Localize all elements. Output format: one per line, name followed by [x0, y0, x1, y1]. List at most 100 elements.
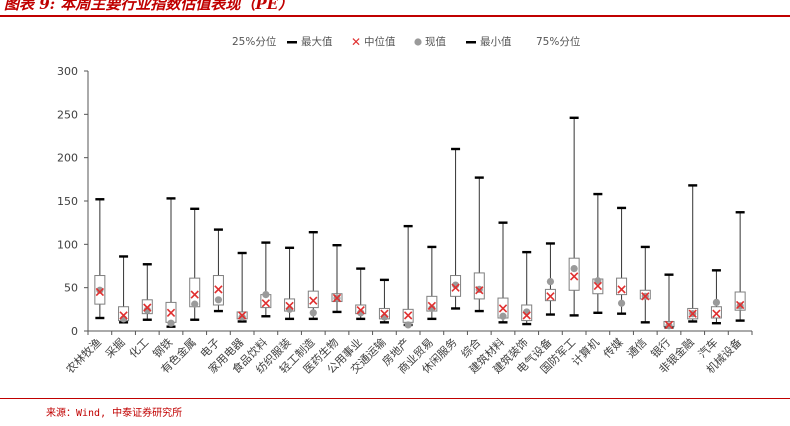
iqr-box	[568, 257, 580, 291]
median-cross-stroke	[403, 311, 413, 320]
y-tick-label: 250	[57, 108, 78, 121]
category-box-group	[331, 244, 343, 314]
median-marker	[95, 287, 105, 297]
median-marker	[261, 299, 271, 308]
category-box-group	[426, 245, 438, 321]
figure-title: 图表 9: 本周主要行业指数估值表现（PE）	[4, 0, 294, 13]
median-marker	[143, 303, 152, 312]
current-value-marker	[309, 309, 317, 317]
max-marker	[285, 246, 295, 249]
max-marker	[711, 269, 721, 272]
current-value-marker	[712, 298, 721, 306]
median-cross-stroke	[569, 272, 579, 281]
median-cross-stroke	[688, 309, 697, 318]
median-marker	[569, 272, 579, 281]
median-marker	[664, 320, 674, 330]
median-cross-stroke	[664, 320, 674, 330]
legend-current-marker	[414, 38, 422, 46]
current-value-marker	[546, 278, 555, 286]
min-marker	[569, 314, 579, 317]
legend-min-label: 最小值	[480, 35, 512, 48]
category-box-group	[189, 207, 201, 321]
min-marker	[593, 311, 603, 314]
max-marker	[119, 255, 129, 258]
legend-max-marker	[287, 41, 297, 44]
median-marker	[119, 311, 128, 320]
category-box-group	[568, 116, 580, 317]
current-value-marker	[404, 321, 412, 329]
median-cross-stroke	[356, 306, 365, 315]
median-cross-stroke	[593, 281, 603, 291]
legend-q75-label: 75%分位	[536, 35, 581, 48]
category-box-group	[236, 251, 248, 323]
max-marker	[640, 245, 650, 249]
category-box-group	[639, 245, 651, 324]
median-cross-stroke	[95, 287, 105, 297]
current-value-marker	[238, 313, 246, 321]
category-box-group	[141, 263, 153, 321]
source-rule	[0, 398, 790, 399]
median-marker	[735, 300, 745, 310]
current-value-marker	[191, 300, 199, 308]
current-value-marker	[214, 296, 223, 304]
max-marker	[213, 228, 223, 231]
axes: 050100150200250300农林牧渔采掘化工钢铁有色金属电子家用电器食品…	[57, 65, 753, 376]
max-marker	[498, 221, 508, 224]
category-box-group	[616, 206, 628, 315]
y-tick-label: 200	[57, 152, 78, 165]
median-marker	[356, 306, 365, 315]
min-marker	[332, 310, 342, 314]
min-marker	[427, 317, 437, 321]
median-cross-stroke	[546, 292, 555, 301]
source-note: 来源：Wind, 中泰证券研究所	[46, 408, 183, 419]
y-tick-label: 300	[57, 65, 78, 78]
median-marker	[380, 309, 389, 318]
median-cross-stroke	[735, 300, 745, 310]
median-cross-stroke	[380, 309, 389, 318]
median-marker	[688, 309, 697, 318]
max-marker	[142, 263, 152, 266]
median-marker	[285, 301, 294, 311]
title-rule	[0, 15, 790, 17]
median-marker	[166, 308, 176, 317]
max-marker	[379, 278, 389, 282]
min-marker	[522, 322, 532, 326]
plot-area	[94, 116, 746, 330]
category-box-group	[592, 192, 604, 314]
category-box-group	[118, 255, 130, 324]
min-marker	[545, 313, 555, 316]
median-cross-stroke	[475, 286, 484, 295]
median-marker	[593, 281, 603, 291]
min-marker	[356, 317, 366, 321]
max-marker	[569, 116, 579, 119]
max-marker	[166, 197, 176, 200]
min-marker	[640, 321, 650, 324]
category-box-group	[355, 267, 367, 321]
max-marker	[735, 211, 745, 214]
category-box-group	[521, 250, 533, 326]
category-label: 通信	[625, 336, 650, 361]
max-marker	[261, 241, 271, 244]
legend-current-label: 现值	[425, 35, 446, 48]
current-value-marker	[594, 277, 602, 285]
category-box-group	[260, 241, 272, 318]
max-marker	[545, 242, 555, 245]
category-label: 农林牧渔	[63, 335, 104, 376]
min-marker	[213, 309, 223, 313]
current-value-marker	[617, 299, 626, 307]
legend-max-label: 最大值	[301, 35, 333, 48]
current-value-marker	[96, 286, 104, 294]
median-cross-stroke	[237, 311, 247, 320]
max-marker	[95, 198, 105, 201]
min-marker	[261, 315, 271, 318]
category-box-group	[165, 197, 177, 328]
median-cross-stroke	[214, 285, 223, 294]
category-label: 传媒	[601, 336, 626, 361]
median-cross-stroke	[617, 285, 626, 294]
category-box-group	[687, 184, 699, 323]
median-cross-stroke	[712, 309, 721, 318]
min-marker	[711, 322, 721, 325]
y-tick-label: 0	[71, 325, 78, 338]
legend-q25-label: 25%分位	[232, 35, 277, 48]
median-marker	[214, 285, 223, 294]
